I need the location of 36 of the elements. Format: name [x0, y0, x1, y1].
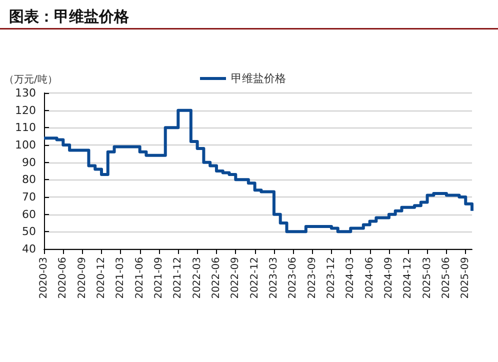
x-tick-label: 2020-09 — [76, 257, 88, 299]
x-tick-label: 2022-03 — [192, 257, 203, 299]
y-tick-label: 90 — [22, 156, 36, 169]
y-tick-label: 120 — [15, 104, 36, 117]
y-tick-label: 60 — [22, 208, 36, 221]
x-tick-label: 2020-06 — [58, 257, 69, 299]
x-tick-label: 2021-03 — [115, 257, 126, 299]
y-tick-label: 70 — [22, 190, 36, 204]
x-tick-label: 2024-06 — [364, 257, 376, 299]
x-tick-label: 2021-12 — [172, 257, 184, 299]
x-tick-label: 2020-03 — [38, 257, 50, 299]
y-tick-label: 50 — [22, 225, 36, 238]
x-tick-label: 2024-09 — [383, 257, 394, 299]
x-tick-label: 2021-09 — [153, 257, 164, 299]
x-tick-label: 2023-12 — [326, 257, 337, 299]
x-tick-label: 2022-12 — [249, 257, 260, 299]
x-tick-label: 2022-06 — [210, 257, 222, 299]
y-tick-label: 80 — [22, 173, 36, 186]
y-tick-label: 100 — [15, 138, 36, 152]
x-tick-label: 2023-03 — [268, 257, 280, 299]
y-tick-label: 130 — [15, 86, 36, 100]
x-tick-label: 2023-09 — [306, 257, 318, 299]
x-tick-label: 2025-06 — [440, 257, 452, 299]
legend-label: 甲维盐价格 — [231, 72, 286, 85]
x-tick-label: 2024-12 — [402, 257, 414, 299]
x-tick-label: 2025-03 — [422, 257, 433, 299]
y-tick-label: 40 — [22, 242, 36, 256]
x-tick-label: 2024-03 — [345, 257, 356, 299]
x-tick-label: 2025-09 — [460, 257, 472, 299]
x-tick-label: 2023-06 — [288, 257, 299, 299]
x-tick-label: 2021-06 — [134, 257, 146, 299]
y-axis-title: （万元/吨） — [4, 74, 58, 86]
y-tick-label: 110 — [15, 121, 36, 134]
x-tick-label: 2020-12 — [96, 257, 107, 299]
chart-title: 图表：甲维盐价格 — [9, 8, 130, 26]
x-tick-label: 2022-09 — [230, 257, 242, 299]
